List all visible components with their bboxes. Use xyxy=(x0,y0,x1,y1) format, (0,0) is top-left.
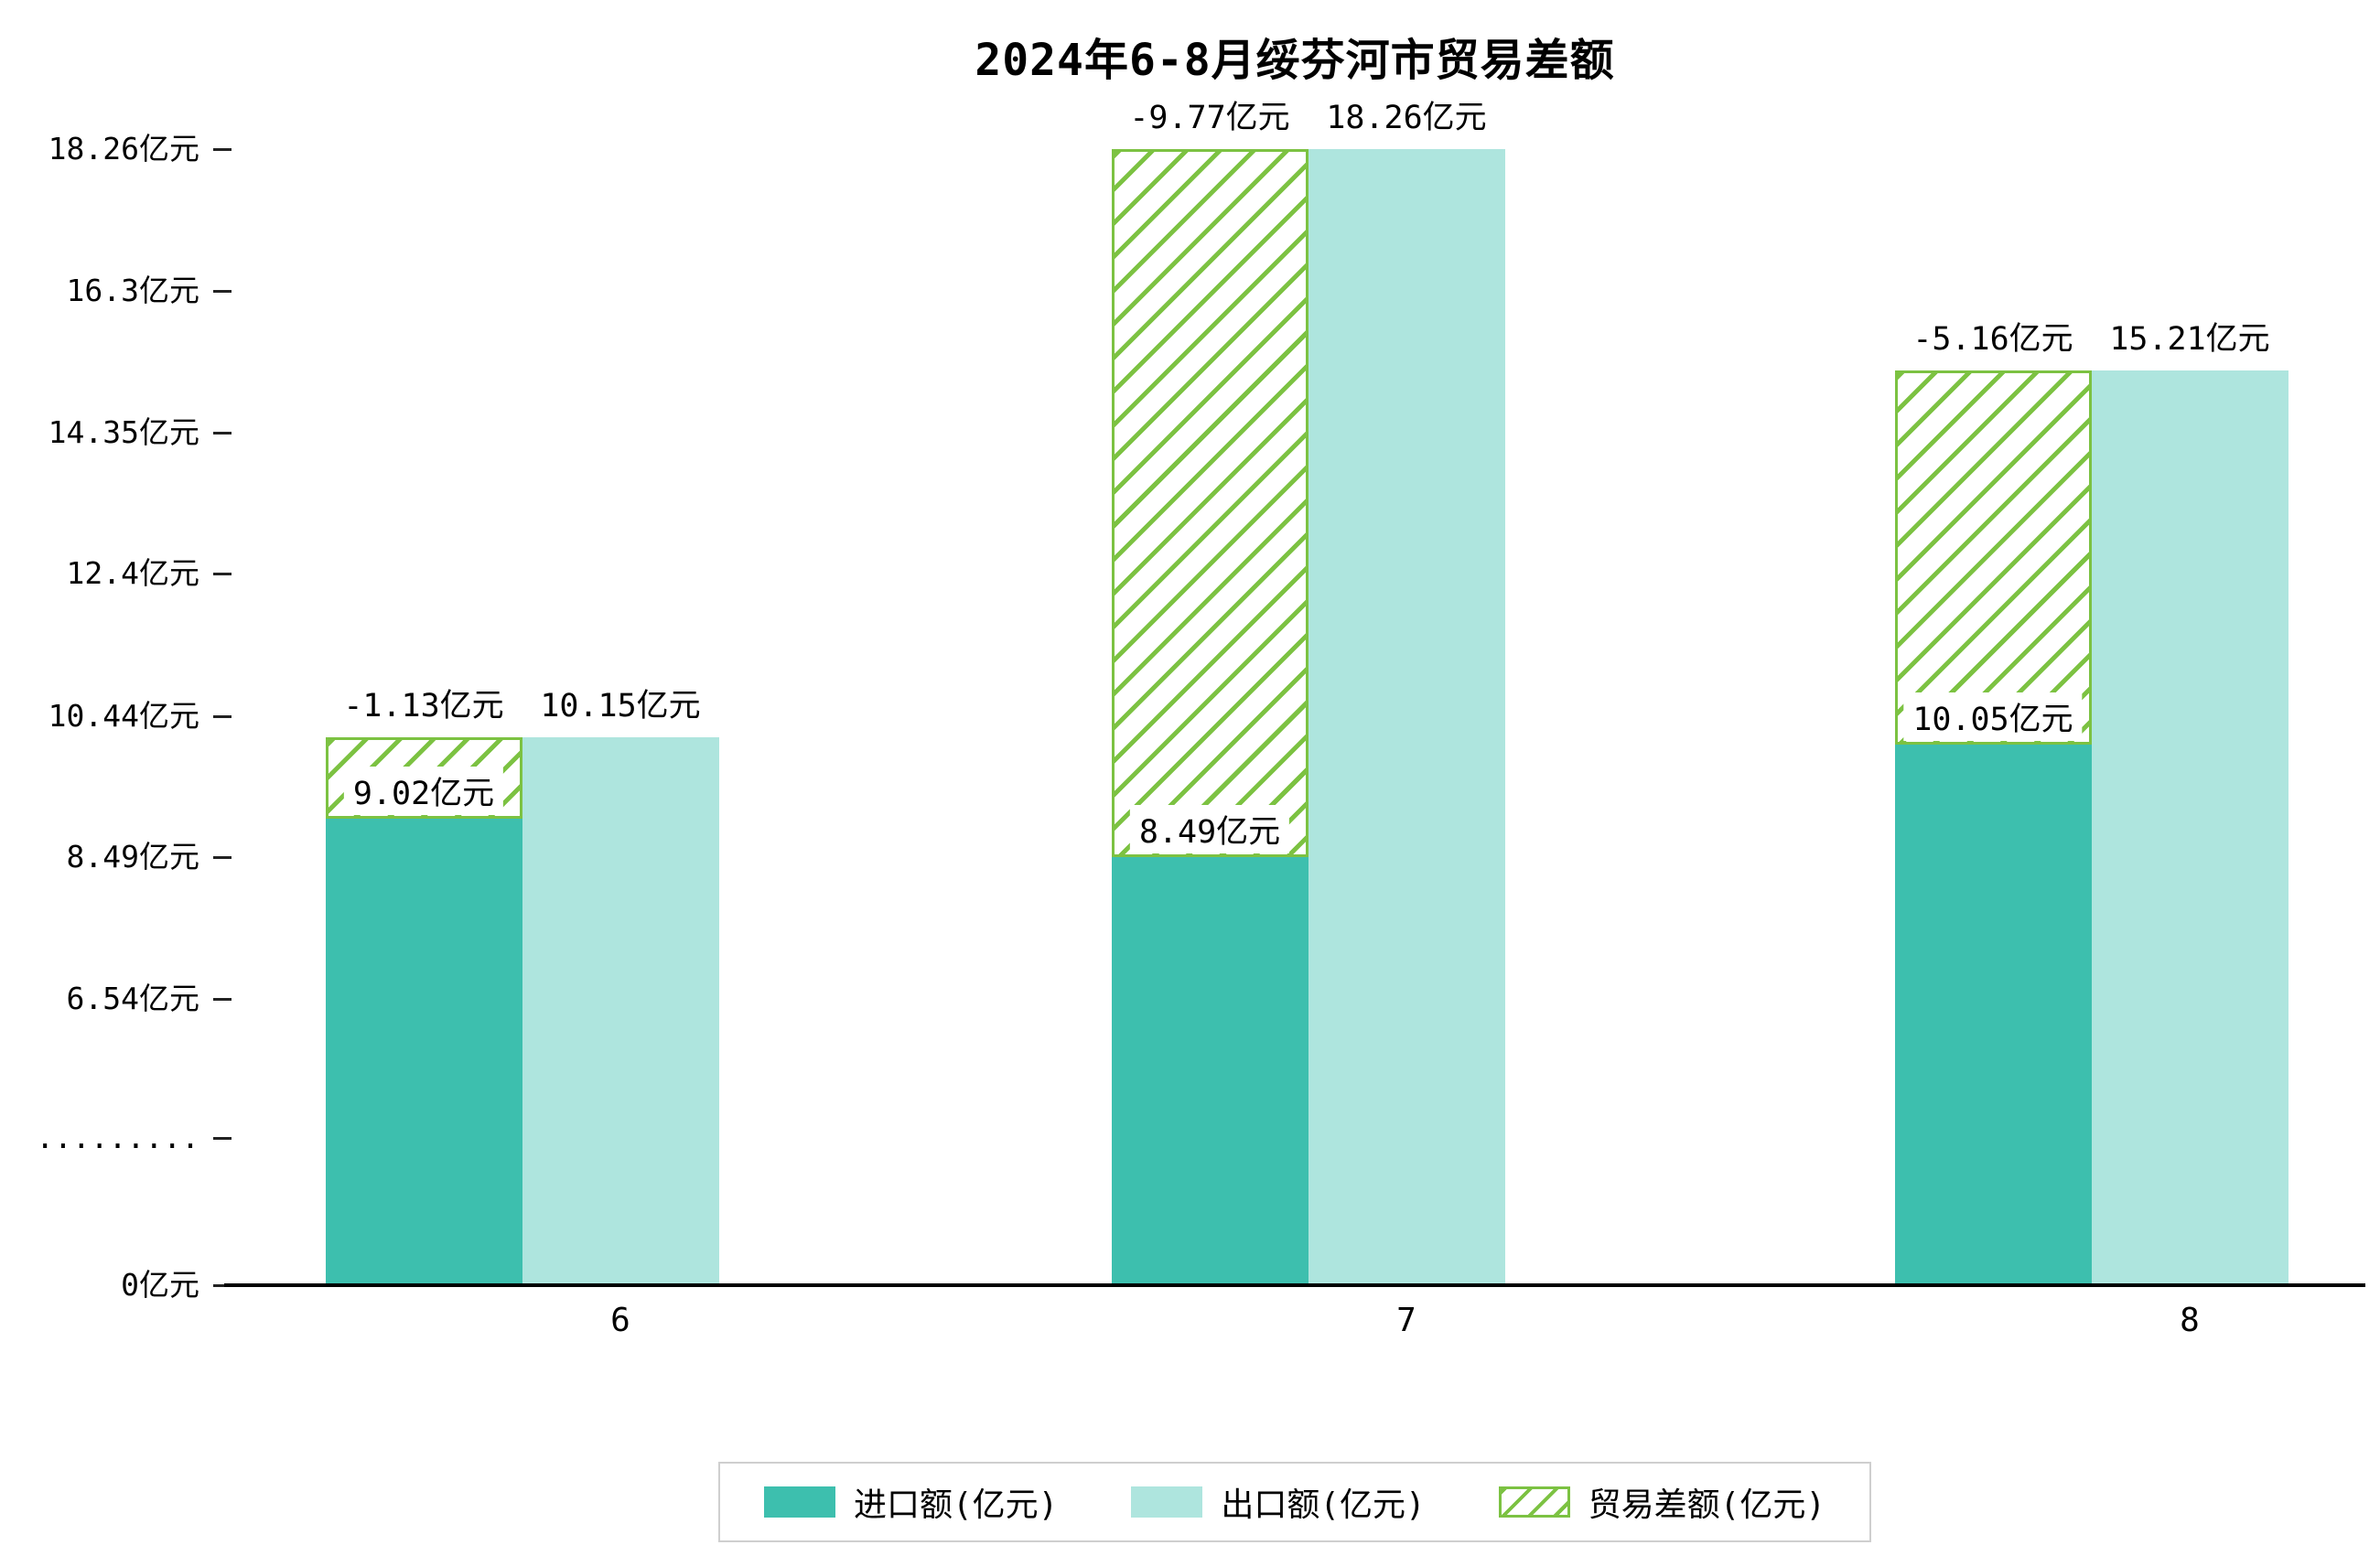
balance-value-label: -1.13亿元 xyxy=(343,687,504,724)
export-value-label: 10.15亿元 xyxy=(540,687,701,724)
x-axis-line xyxy=(224,1283,2365,1287)
export-value-label: 18.26亿元 xyxy=(1326,99,1487,136)
y-tick-mark xyxy=(213,1284,232,1287)
y-tick-mark xyxy=(213,856,232,860)
hatched-swatch-icon xyxy=(1498,1486,1570,1518)
color-swatch-icon xyxy=(763,1486,835,1518)
y-tick-label: 14.35亿元 xyxy=(48,413,199,450)
legend: 进口额(亿元) 出口额(亿元) 贸易差额(亿元) xyxy=(224,1462,2365,1542)
x-tick-label: 7 xyxy=(1396,1302,1416,1339)
legend-label: 出口额(亿元) xyxy=(1221,1486,1426,1524)
legend-label: 贸易差额(亿元) xyxy=(1588,1486,1826,1524)
y-tick-label: 16.3亿元 xyxy=(66,273,199,309)
y-tick-label: 12.4亿元 xyxy=(66,555,199,592)
legend-item: 进口额(亿元) xyxy=(763,1478,1059,1526)
export-bar xyxy=(1308,148,1505,1285)
y-tick-label: 8.49亿元 xyxy=(66,839,199,875)
y-tick-label: 18.26亿元 xyxy=(48,130,199,166)
balance-value-label: -9.77亿元 xyxy=(1129,99,1290,136)
y-tick-mark xyxy=(213,147,232,151)
y-tick-mark xyxy=(213,998,232,1001)
legend-item: 贸易差额(亿元) xyxy=(1498,1478,1826,1526)
x-tick-label: 6 xyxy=(610,1302,630,1339)
legend-label: 进口额(亿元) xyxy=(853,1486,1059,1524)
export-bar xyxy=(522,736,719,1285)
color-swatch-icon xyxy=(1131,1486,1203,1518)
import-bar xyxy=(326,819,522,1285)
y-tick-label: 0亿元 xyxy=(121,1267,199,1303)
trade-balance-bar xyxy=(1112,148,1308,858)
import-bar xyxy=(1112,857,1308,1285)
export-value-label: 15.21亿元 xyxy=(2109,320,2270,358)
y-tick-mark xyxy=(213,573,232,576)
y-tick-mark xyxy=(213,1137,232,1140)
legend-item: 出口额(亿元) xyxy=(1131,1478,1426,1526)
y-tick-mark xyxy=(213,714,232,718)
chart-title: 2024年6-8月绥芬河市贸易差额 xyxy=(975,35,1615,86)
import-bar xyxy=(1895,744,2092,1285)
import-value-label: 9.02亿元 xyxy=(343,767,504,816)
balance-value-label: -5.16亿元 xyxy=(1912,320,2073,358)
trade-balance-bar xyxy=(1895,370,2092,745)
import-value-label: 8.49亿元 xyxy=(1129,805,1290,854)
y-axis-break-label: ......... xyxy=(36,1120,199,1155)
export-bar xyxy=(2092,370,2288,1285)
y-tick-mark xyxy=(213,431,232,435)
x-tick-label: 8 xyxy=(2180,1302,2200,1339)
y-tick-label: 6.54亿元 xyxy=(66,981,199,1016)
y-tick-mark xyxy=(213,290,232,294)
y-tick-label: 10.44亿元 xyxy=(48,697,199,734)
legend-box: 进口额(亿元) 出口额(亿元) 贸易差额(亿元) xyxy=(717,1462,1872,1542)
import-value-label: 10.05亿元 xyxy=(1903,692,2083,741)
